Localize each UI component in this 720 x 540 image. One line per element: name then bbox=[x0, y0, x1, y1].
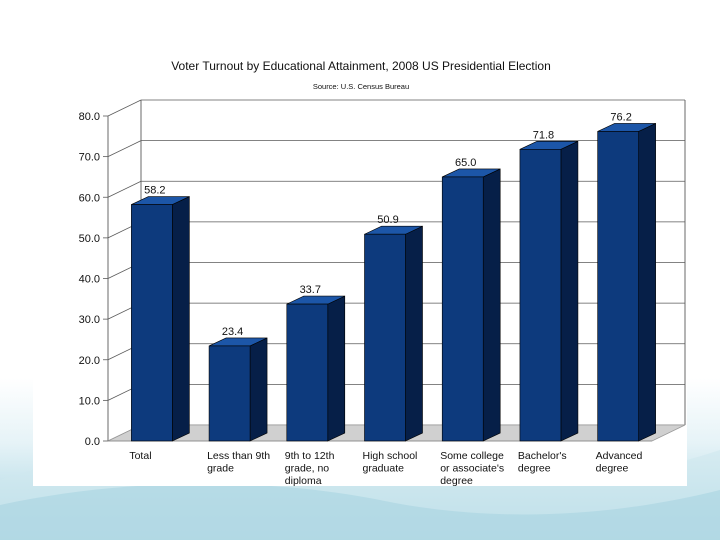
x-tick-label: Bachelor's degree bbox=[518, 450, 567, 475]
x-tick-line: grade, no bbox=[285, 463, 330, 475]
x-tick-label: High school graduate bbox=[363, 450, 418, 475]
x-tick-line: grade bbox=[207, 463, 234, 475]
bar-front bbox=[208, 345, 251, 442]
y-tick-label: 20.0 bbox=[79, 355, 100, 367]
bar-chart: 0.0 10.0 20.0 30.0 40.0 50.0 60.0 70.0 80.0 58.2… bbox=[79, 59, 686, 486]
x-tick-line: Bachelor's bbox=[518, 450, 567, 462]
x-tick-line: Advanced bbox=[596, 450, 643, 462]
bar-side bbox=[638, 122, 656, 442]
x-tick-label: Some college or associate's degree bbox=[440, 450, 504, 486]
x-tick-label: Less than 9th grade bbox=[207, 450, 270, 475]
y-tick-label: 30.0 bbox=[79, 314, 100, 326]
y-tick-label: 40.0 bbox=[79, 274, 100, 286]
bar-4 bbox=[441, 168, 501, 442]
bar-front bbox=[286, 303, 329, 442]
y-tick-label: 0.0 bbox=[85, 436, 100, 448]
bar-front bbox=[131, 204, 173, 442]
bar-side bbox=[327, 295, 346, 442]
x-tick-line: Total bbox=[129, 450, 151, 462]
bar-side bbox=[482, 168, 501, 442]
data-label: 65.0 bbox=[455, 157, 476, 169]
x-tick-line: High school bbox=[363, 450, 418, 462]
bar-side bbox=[560, 140, 579, 442]
x-tick-line: degree bbox=[518, 463, 551, 475]
bar-2 bbox=[286, 295, 346, 442]
y-tick-label: 70.0 bbox=[79, 152, 100, 164]
bar-front bbox=[441, 176, 484, 442]
bar-6 bbox=[597, 122, 656, 442]
x-tick-line: Some college bbox=[440, 450, 504, 462]
bar-0 bbox=[131, 196, 190, 442]
x-tick-line: degree bbox=[440, 475, 473, 486]
x-tick-line: 9th to 12th bbox=[285, 450, 335, 462]
bar-1 bbox=[208, 337, 268, 442]
bar-3 bbox=[364, 225, 423, 442]
bar-front bbox=[519, 149, 562, 442]
x-tick-line: diploma bbox=[285, 475, 322, 486]
chart-title: Voter Turnout by Educational Attainment,… bbox=[171, 59, 551, 73]
bar-front bbox=[364, 233, 406, 442]
bar-5 bbox=[519, 140, 579, 442]
bar-side bbox=[405, 225, 423, 442]
x-tick-line: Less than 9th bbox=[207, 450, 270, 462]
gridline-diagonal bbox=[107, 140, 142, 157]
label-layer: 58.2 Total 23.4 Less than 9th grade 33.7 9th t… bbox=[129, 111, 642, 486]
chart-subtitle: Source: U.S. Census Bureau bbox=[313, 82, 409, 91]
gridline-diagonal bbox=[107, 180, 142, 198]
data-label: 58.2 bbox=[144, 185, 165, 197]
data-label: 23.4 bbox=[222, 326, 243, 338]
x-tick-label: Advanced degree bbox=[596, 450, 643, 475]
data-label: 76.2 bbox=[610, 111, 631, 123]
y-tick-label: 60.0 bbox=[79, 192, 100, 204]
y-tick-label: 10.0 bbox=[79, 395, 100, 407]
bar-front bbox=[597, 131, 639, 442]
data-label: 33.7 bbox=[300, 284, 321, 296]
bar-side bbox=[172, 196, 190, 442]
bar-side bbox=[249, 337, 268, 442]
data-label: 50.9 bbox=[377, 214, 398, 226]
x-tick-line: or associate's bbox=[440, 463, 504, 475]
y-tick-label: 50.0 bbox=[79, 233, 100, 245]
bar-layer bbox=[131, 122, 656, 442]
chart-panel: 0.0 10.0 20.0 30.0 40.0 50.0 60.0 70.0 80.0 58.2… bbox=[33, 50, 687, 486]
gridline-diagonal bbox=[107, 99, 142, 117]
y-tick-label: 80.0 bbox=[79, 111, 100, 123]
x-tick-line: graduate bbox=[363, 463, 405, 475]
x-tick-label: 9th to 12th grade, no diploma bbox=[285, 450, 335, 486]
x-tick-line: degree bbox=[596, 463, 629, 475]
x-tick-label: Total bbox=[129, 450, 151, 462]
data-label: 71.8 bbox=[533, 129, 554, 141]
